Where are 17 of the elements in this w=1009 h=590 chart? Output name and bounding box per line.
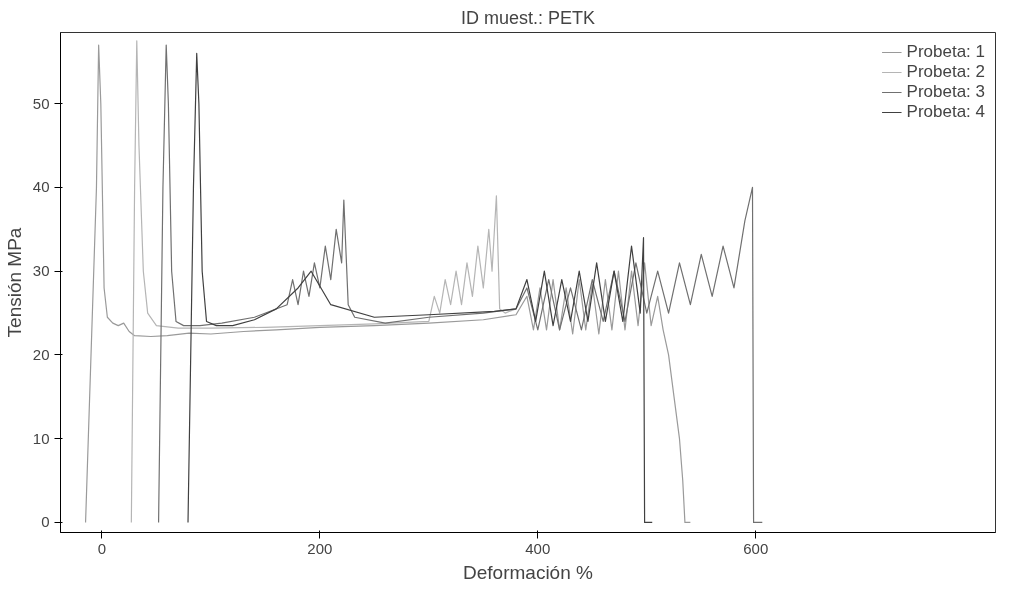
y-tick-label: 40	[32, 178, 50, 196]
x-tick-label: 200	[307, 539, 333, 557]
x-axis-title: Deformación %	[463, 561, 594, 583]
legend-label: Probeta: 4	[906, 102, 985, 122]
x-tick-label: 600	[743, 539, 769, 557]
x-tick-label: 0	[97, 539, 107, 557]
y-tick-label: 0	[41, 513, 50, 531]
y-tick-label: 20	[32, 345, 50, 363]
y-tick-label: 30	[32, 262, 50, 280]
legend-label: Probeta: 1	[906, 42, 985, 62]
x-tick-label: 400	[525, 539, 551, 557]
y-tick-label: 50	[32, 94, 50, 112]
legend-label: Probeta: 2	[906, 62, 985, 82]
legend-label: Probeta: 3	[906, 82, 985, 102]
y-axis-title: Tensión MPa	[3, 227, 25, 338]
y-tick-label: 10	[32, 429, 50, 447]
chart-title: ID muest.: PETK	[460, 7, 596, 28]
